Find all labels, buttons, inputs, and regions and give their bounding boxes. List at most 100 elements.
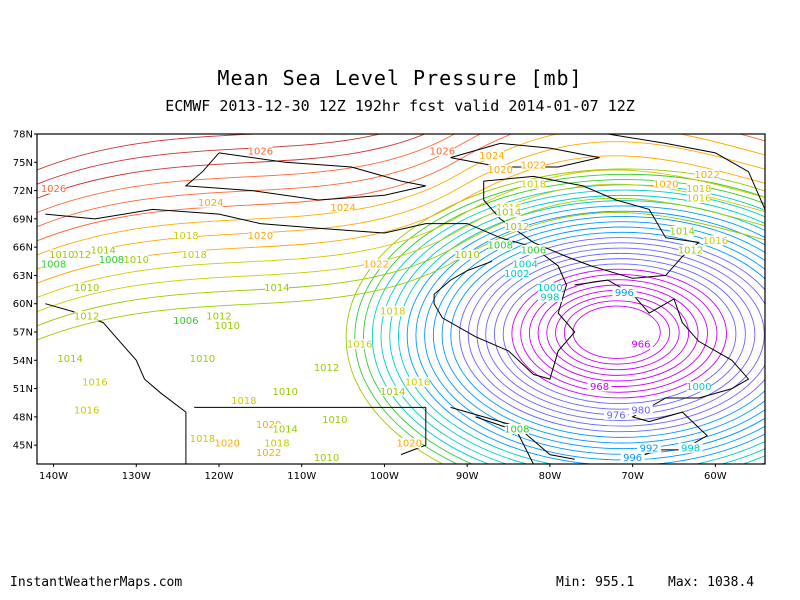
contour-label-bg — [496, 207, 521, 218]
contour-label: 968 — [590, 382, 609, 393]
contour-label-bg — [264, 438, 289, 449]
contour-label: 1000 — [537, 283, 562, 294]
isobar — [459, 237, 765, 433]
contour-label-bg — [653, 178, 678, 189]
contour-label-bg — [521, 178, 546, 189]
contour-label: 1002 — [504, 269, 529, 280]
lat-tick-label: 63N — [13, 271, 33, 282]
contour-label: 1016 — [74, 406, 99, 417]
contour-label-bg — [678, 244, 703, 255]
contour-label-bg — [74, 405, 99, 416]
lat-tick-label: 69N — [13, 214, 33, 225]
lat-tick-label: 60N — [13, 299, 33, 310]
contour-label: 1010 — [454, 250, 479, 261]
contour-label-bg — [455, 249, 480, 260]
site-credit: InstantWeatherMaps.com — [10, 575, 183, 590]
contour-label-bg — [273, 424, 298, 434]
contour-label-bg — [198, 197, 223, 208]
lon-tick-label: 60W — [704, 471, 727, 482]
contour-label-bg — [537, 282, 562, 293]
isobar — [354, 173, 765, 464]
isobar — [37, 134, 427, 199]
contour-label: 1008 — [504, 425, 529, 436]
isobar — [528, 279, 708, 388]
contour-label-bg — [248, 145, 273, 156]
contour-label-bg — [604, 409, 629, 420]
contour-label: 1018 — [190, 434, 215, 445]
contour-label-bg — [521, 244, 546, 255]
isobar — [450, 231, 765, 438]
contour-label: 980 — [631, 406, 650, 417]
contour-label: 1010 — [272, 387, 297, 398]
contour-label: 1016 — [82, 377, 107, 388]
contour-label: 1022 — [521, 161, 546, 172]
contour-label: 1010 — [215, 321, 240, 332]
contour-label-bg — [215, 438, 240, 449]
contour-label: 1016 — [347, 340, 372, 351]
contour-label-bg — [314, 452, 339, 463]
coastline-segment — [184, 152, 426, 201]
contour-label: 1006 — [521, 245, 546, 256]
contour-label-bg — [91, 244, 116, 255]
contour-label: 1008 — [41, 260, 66, 271]
contour-label: 1008 — [99, 255, 124, 266]
contour-label: 1022 — [256, 448, 281, 459]
contour-label: 1018 — [181, 250, 206, 261]
contour-label: 1010 — [314, 453, 339, 464]
contour-label-bg — [41, 259, 66, 269]
contour-label-bg — [173, 315, 198, 326]
contour-label: 992 — [640, 443, 659, 454]
isobar-contours — [37, 134, 765, 464]
isobar — [37, 141, 765, 270]
contour-label-bg — [74, 310, 99, 321]
max-label: Max: — [668, 575, 700, 590]
contour-label-bg — [537, 292, 562, 302]
contour-label-bg — [207, 310, 231, 321]
contour-label: 1026 — [41, 184, 66, 195]
contour-label: 1014 — [380, 387, 405, 398]
contour-label: 998 — [540, 293, 559, 304]
contour-label-bg — [190, 353, 215, 364]
contour-label-bg — [678, 442, 703, 453]
contour-label: 966 — [631, 340, 650, 351]
contour-label-bg — [480, 150, 504, 161]
isobar — [363, 179, 765, 464]
lat-tick-label: 51N — [13, 384, 33, 395]
contour-label-bg — [628, 405, 653, 416]
contour-label-bg — [215, 320, 240, 331]
contour-label: 996 — [623, 453, 642, 464]
contour-label: 1010 — [74, 283, 99, 294]
contour-label-bg — [314, 362, 339, 373]
contour-label-bg — [587, 381, 612, 392]
isobar — [467, 242, 765, 427]
lon-tick-label: 120W — [205, 471, 234, 482]
isobar — [380, 189, 765, 464]
isobar — [476, 247, 765, 421]
contour-label-bg — [612, 287, 637, 298]
contour-label-bg — [82, 376, 107, 387]
contour-label-bg — [49, 249, 74, 260]
contour-label: 1008 — [488, 241, 513, 252]
contour-label-bg — [628, 339, 653, 350]
contour-label-bg — [322, 414, 347, 425]
coastline-segment — [45, 208, 576, 380]
contour-label-bg — [182, 249, 207, 260]
contour-label: 1010 — [49, 250, 74, 261]
contour-label: 1020 — [256, 420, 281, 431]
contour-label: 1014 — [670, 227, 695, 238]
coastline-segment — [400, 407, 427, 456]
contour-label: 1012 — [66, 250, 91, 261]
contour-label: 998 — [681, 443, 700, 454]
lon-tick-label: 140W — [39, 471, 68, 482]
contour-label-bg — [273, 386, 298, 397]
contour-label: 1004 — [512, 260, 537, 271]
contour-label: 1016 — [405, 377, 430, 388]
contour-label-bg — [513, 259, 538, 269]
contour-label: 1016 — [686, 194, 711, 205]
isobar — [37, 169, 765, 298]
longitude-axis: 140W 130W 120W 110W 100W 90W 80W 70W 60W — [39, 464, 727, 482]
lat-tick-label: 54N — [13, 356, 33, 367]
isobar — [37, 134, 262, 171]
contour-label: 1000 — [686, 382, 711, 393]
